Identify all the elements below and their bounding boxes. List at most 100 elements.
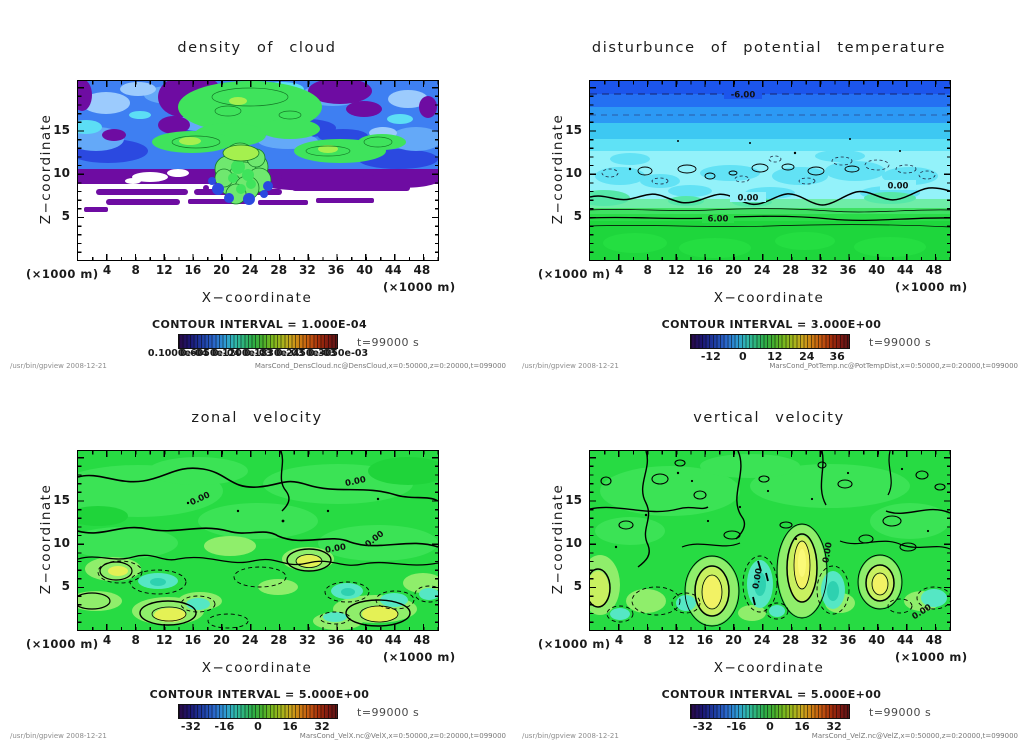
colorbar-tick: -32 xyxy=(692,720,713,733)
x-tick: 32 xyxy=(299,633,316,647)
x-tick: 44 xyxy=(896,263,914,277)
plot-title: disturbunce of potential temperature xyxy=(591,40,947,56)
x-tick: 36 xyxy=(327,633,345,647)
time-label: t=99000 s xyxy=(869,706,932,719)
x-tick: 16 xyxy=(184,263,202,277)
contour-label: 0.00 xyxy=(888,182,909,192)
y-tick-label: 5 xyxy=(61,209,70,223)
y-tick-label: 10 xyxy=(565,536,582,550)
x-tick: 32 xyxy=(811,633,828,647)
contour-field-canvas xyxy=(78,81,438,260)
x-tick-labels: 4 8 12 16 20 24 28 32 36 40 44 48 xyxy=(94,263,435,277)
y-tick-label: 10 xyxy=(53,166,70,180)
x-unit-left: (×1000 m) xyxy=(538,637,611,651)
plot-title: vertical velocity xyxy=(693,410,845,426)
x-axis-label: X−coordinate xyxy=(201,660,313,676)
colorbar-tick-labels: -32 -16 0 16 32 xyxy=(178,720,338,733)
x-tick: 12 xyxy=(667,633,685,647)
x-unit-left: (×1000 m) xyxy=(26,267,99,281)
colorbar xyxy=(178,334,338,349)
x-axis-label: X−coordinate xyxy=(713,660,825,676)
footer-command: /usr/bin/gpview 2008-12-21 xyxy=(522,732,619,740)
x-tick: 8 xyxy=(643,263,652,277)
x-tick: 24 xyxy=(241,633,259,647)
x-tick: 12 xyxy=(667,263,685,277)
contour-label: 0.00 xyxy=(821,541,835,563)
plot-frame: 0.00 0.00 0.00 xyxy=(589,450,951,631)
plot-title: density of cloud xyxy=(177,40,337,56)
colorbar xyxy=(690,334,850,349)
contour-label: 0.00 xyxy=(324,542,346,556)
colorbar-tick: 16 xyxy=(794,720,810,733)
time-label: t=99000 s xyxy=(869,336,932,349)
panel-density-of-cloud: density of cloud Z−coordinate 15 10 5 xyxy=(0,0,512,370)
x-tick: 8 xyxy=(131,633,140,647)
contour-lines xyxy=(78,451,438,629)
x-unit-left: (×1000 m) xyxy=(26,637,99,651)
colorbar-tick: 0.1000e-04 xyxy=(147,348,209,359)
x-tick: 48 xyxy=(925,633,943,647)
x-tick: 20 xyxy=(213,263,230,277)
contour-lines xyxy=(590,451,950,627)
colorbar-tick: 16 xyxy=(282,720,298,733)
contour-field-canvas: 0.00 0.00 0.00 0.00 xyxy=(78,451,438,630)
footer-source: MarsCond_PotTemp.nc@PotTempDist,x=0:5000… xyxy=(769,362,1018,370)
contour-label: 0.00 xyxy=(344,475,367,489)
panel-zonal-velocity: zonal velocity Z−coordinate 15 10 5 xyxy=(0,370,512,740)
colorbar-tick: 0.3050e-03 xyxy=(307,348,369,359)
colorbar-tick: -12 xyxy=(700,350,721,363)
x-tick: 28 xyxy=(782,263,800,277)
time-label: t=99000 s xyxy=(357,706,420,719)
x-axis-label: X−coordinate xyxy=(201,290,313,306)
footer-command: /usr/bin/gpview 2008-12-21 xyxy=(522,362,619,370)
x-tick: 28 xyxy=(270,263,288,277)
colorbar-tick: -16 xyxy=(726,720,747,733)
x-tick: 28 xyxy=(270,633,288,647)
y-tick-label: 5 xyxy=(573,579,582,593)
panel-potential-temperature: disturbunce of potential temperature Z−c… xyxy=(512,0,1024,370)
x-tick: 16 xyxy=(696,633,714,647)
x-tick: 24 xyxy=(753,263,771,277)
y-tick-label: 5 xyxy=(573,209,582,223)
x-tick: 32 xyxy=(299,263,316,277)
x-tick: 44 xyxy=(384,633,402,647)
contour-interval-label: CONTOUR INTERVAL = 1.000E-04 xyxy=(151,318,368,331)
footer-source: MarsCond_VelX.nc@VelX,x=0:50000,z=0:2000… xyxy=(299,732,506,740)
x-tick: 24 xyxy=(241,263,259,277)
colorbar-tick-labels: -12 0 12 24 36 xyxy=(690,350,850,363)
contour-label: 0.00 xyxy=(751,567,765,589)
x-tick: 4 xyxy=(614,263,624,277)
x-tick: 36 xyxy=(327,263,345,277)
footer-command: /usr/bin/gpview 2008-12-21 xyxy=(10,732,107,740)
y-tick-label: 15 xyxy=(565,493,582,507)
x-tick: 44 xyxy=(384,263,402,277)
x-tick: 4 xyxy=(614,633,624,647)
y-tick-label: 10 xyxy=(565,166,582,180)
x-tick: 12 xyxy=(155,263,173,277)
footer-source: MarsCond_DensCloud.nc@DensCloud,x=0:5000… xyxy=(254,362,506,370)
x-tick: 28 xyxy=(782,633,800,647)
x-tick: 44 xyxy=(896,633,914,647)
x-tick: 40 xyxy=(868,633,885,647)
footer-source: MarsCond_VelZ.nc@VelZ,x=0:50000,z=0:2000… xyxy=(811,732,1018,740)
x-tick: 40 xyxy=(356,633,373,647)
x-unit-right: (×1000 m) xyxy=(383,650,456,664)
colorbar-tick: 32 xyxy=(314,720,330,733)
colorbar-tick: -16 xyxy=(214,720,235,733)
contour-value-labels: -6.00 0.00 0.00 6.00 xyxy=(702,89,916,225)
plot-frame: 0.00 0.00 0.00 0.00 xyxy=(77,450,439,631)
x-tick: 16 xyxy=(184,633,202,647)
x-tick: 20 xyxy=(725,263,742,277)
panel-vertical-velocity: vertical velocity Z−coordinate 15 10 5 xyxy=(512,370,1024,740)
x-tick: 48 xyxy=(925,263,943,277)
x-tick: 36 xyxy=(839,633,857,647)
colorbar-tick: 0 xyxy=(738,350,747,363)
x-unit-right: (×1000 m) xyxy=(895,650,968,664)
colorbar-tick: 0.1200e-03 xyxy=(211,348,273,359)
x-tick: 48 xyxy=(413,633,431,647)
convective-plume xyxy=(203,142,282,205)
colorbar-tick: 0 xyxy=(766,720,774,733)
x-tick: 24 xyxy=(753,633,771,647)
x-tick: 36 xyxy=(839,263,857,277)
